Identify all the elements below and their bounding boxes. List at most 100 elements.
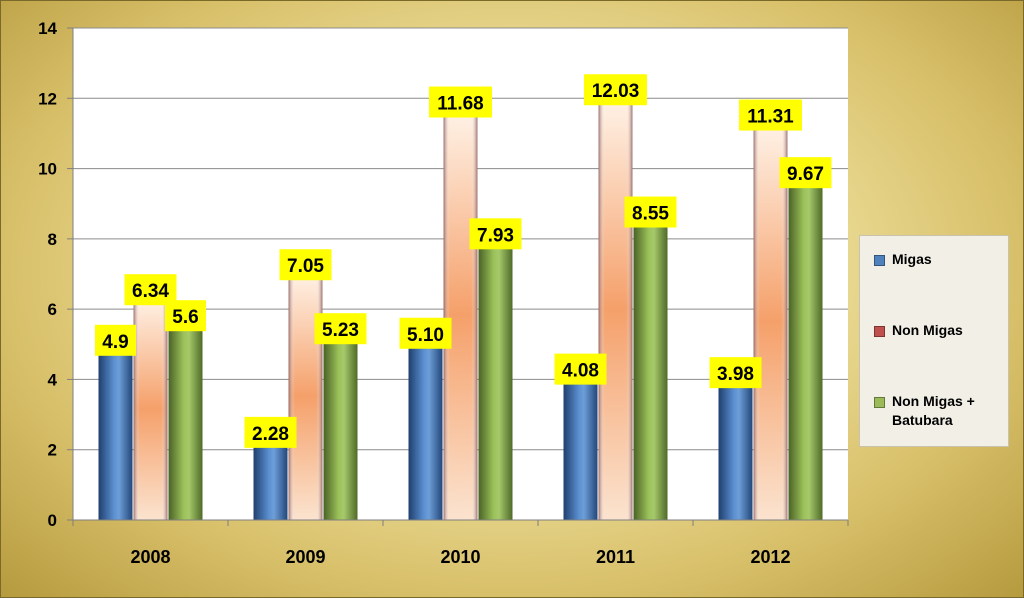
bar-body <box>478 241 513 520</box>
bar-migas-2008 <box>98 345 133 520</box>
legend-swatch-non-migas-batubara <box>874 397 885 408</box>
bar-body <box>98 347 133 520</box>
data-label-non-migas-2008: 6.34 <box>124 274 177 306</box>
legend-swatch-migas <box>874 255 885 266</box>
legend-label-non-migas: Non Migas <box>892 322 963 338</box>
bar-non-migas-batubara-2008 <box>168 321 203 520</box>
bar-non-migas-2012 <box>753 120 788 520</box>
bar-shade <box>133 297 168 520</box>
legend-item-migas: Migas <box>874 250 1010 269</box>
bar-non-migas-2009 <box>288 270 323 520</box>
data-label-text: 7.93 <box>477 225 514 246</box>
bar-body <box>633 219 668 520</box>
data-label-box <box>95 324 136 356</box>
data-label-box <box>554 353 607 385</box>
bar-non-migas-batubara-2010 <box>478 239 513 520</box>
data-label-box <box>779 157 832 189</box>
data-label-text: 7.05 <box>287 256 324 277</box>
bar-migas-2009 <box>253 437 288 520</box>
data-label-box <box>244 416 297 448</box>
y-tick-label-6: 6 <box>48 300 57 319</box>
x-tick-label-2008: 2008 <box>130 547 170 567</box>
data-label-box <box>739 99 802 131</box>
legend-item-non-migas: Non Migas <box>874 321 1010 340</box>
data-label-text: 4.08 <box>562 361 599 382</box>
data-label-box <box>314 313 367 345</box>
data-label-box <box>624 196 677 228</box>
data-label-text: 5.23 <box>322 320 359 341</box>
y-tick-label-2: 2 <box>48 441 57 460</box>
bar-body <box>788 180 823 520</box>
x-tick-label-2012: 2012 <box>750 547 790 567</box>
bar-non-migas-2010 <box>443 107 478 520</box>
data-label-non-migas-batubara-2010: 7.93 <box>469 218 522 250</box>
data-label-migas-2008: 4.9 <box>95 324 136 356</box>
y-tick-label-14: 14 <box>38 19 57 38</box>
y-tick-label-0: 0 <box>48 511 57 530</box>
data-label-text: 8.55 <box>632 204 669 225</box>
x-tick-label-2011: 2011 <box>596 547 635 567</box>
data-label-box <box>584 74 647 106</box>
bar-migas-2011 <box>563 374 598 520</box>
legend: Migas Non Migas Non Migas + Batubara <box>859 235 1009 447</box>
legend-swatch-non-migas <box>874 326 885 337</box>
bar-migas-2010 <box>408 338 443 520</box>
legend-label-migas: Migas <box>892 251 932 267</box>
bar-shade <box>288 272 323 520</box>
data-label-migas-2011: 4.08 <box>554 353 607 385</box>
data-label-text: 11.31 <box>747 107 794 128</box>
data-label-box <box>279 249 332 281</box>
bar-body <box>323 336 358 520</box>
data-label-migas-2009: 2.28 <box>244 416 297 448</box>
data-label-text: 5.10 <box>407 325 444 346</box>
data-label-migas-2012: 3.98 <box>709 357 762 389</box>
data-label-text: 3.98 <box>717 364 754 385</box>
data-label-text: 12.03 <box>592 81 640 102</box>
y-tick-label-10: 10 <box>38 160 57 179</box>
data-label-box <box>429 86 492 118</box>
legend-item-non-migas-batubara: Non Migas + Batubara <box>874 392 1010 430</box>
legend-label-non-migas-batubara: Non Migas + Batubara <box>892 393 975 428</box>
data-label-non-migas-2010: 11.68 <box>429 86 492 118</box>
bar-non-migas-2011 <box>598 95 633 520</box>
data-label-non-migas-batubara-2008: 5.6 <box>165 300 206 332</box>
data-label-box <box>469 218 522 250</box>
data-label-non-migas-batubara-2012: 9.67 <box>779 157 832 189</box>
bar-non-migas-batubara-2009 <box>323 334 358 520</box>
y-tick-label-8: 8 <box>48 230 57 249</box>
bar-body <box>253 439 288 520</box>
bar-body <box>718 380 753 520</box>
bar-body <box>408 340 443 520</box>
bar-non-migas-2008 <box>133 295 168 520</box>
data-label-non-migas-2012: 11.31 <box>739 99 802 131</box>
data-label-box <box>709 357 762 389</box>
data-label-non-migas-2009: 7.05 <box>279 249 332 281</box>
data-label-text: 4.9 <box>102 332 128 353</box>
bar-migas-2012 <box>718 378 753 520</box>
data-label-box <box>165 300 206 332</box>
x-tick-label-2009: 2009 <box>285 547 325 567</box>
y-tick-label-12: 12 <box>38 89 57 108</box>
data-label-text: 9.67 <box>787 164 824 185</box>
bar-shade <box>598 97 633 520</box>
data-label-text: 5.6 <box>172 307 198 328</box>
data-label-text: 2.28 <box>252 424 289 445</box>
bar-non-migas-batubara-2011 <box>633 217 668 520</box>
bar-body <box>563 376 598 520</box>
data-label-non-migas-batubara-2009: 5.23 <box>314 313 367 345</box>
bar-non-migas-batubara-2012 <box>788 178 823 520</box>
y-tick-label-4: 4 <box>48 370 58 389</box>
bar-shade <box>753 122 788 520</box>
data-label-non-migas-batubara-2011: 8.55 <box>624 196 677 228</box>
data-label-text: 11.68 <box>437 94 484 115</box>
data-label-non-migas-2011: 12.03 <box>584 74 647 106</box>
data-label-box <box>399 317 452 349</box>
data-label-text: 6.34 <box>132 281 169 302</box>
x-tick-label-2010: 2010 <box>440 547 480 567</box>
data-label-migas-2010: 5.10 <box>399 317 452 349</box>
bar-body <box>168 323 203 520</box>
bar-shade <box>443 109 478 520</box>
data-label-box <box>124 274 177 306</box>
